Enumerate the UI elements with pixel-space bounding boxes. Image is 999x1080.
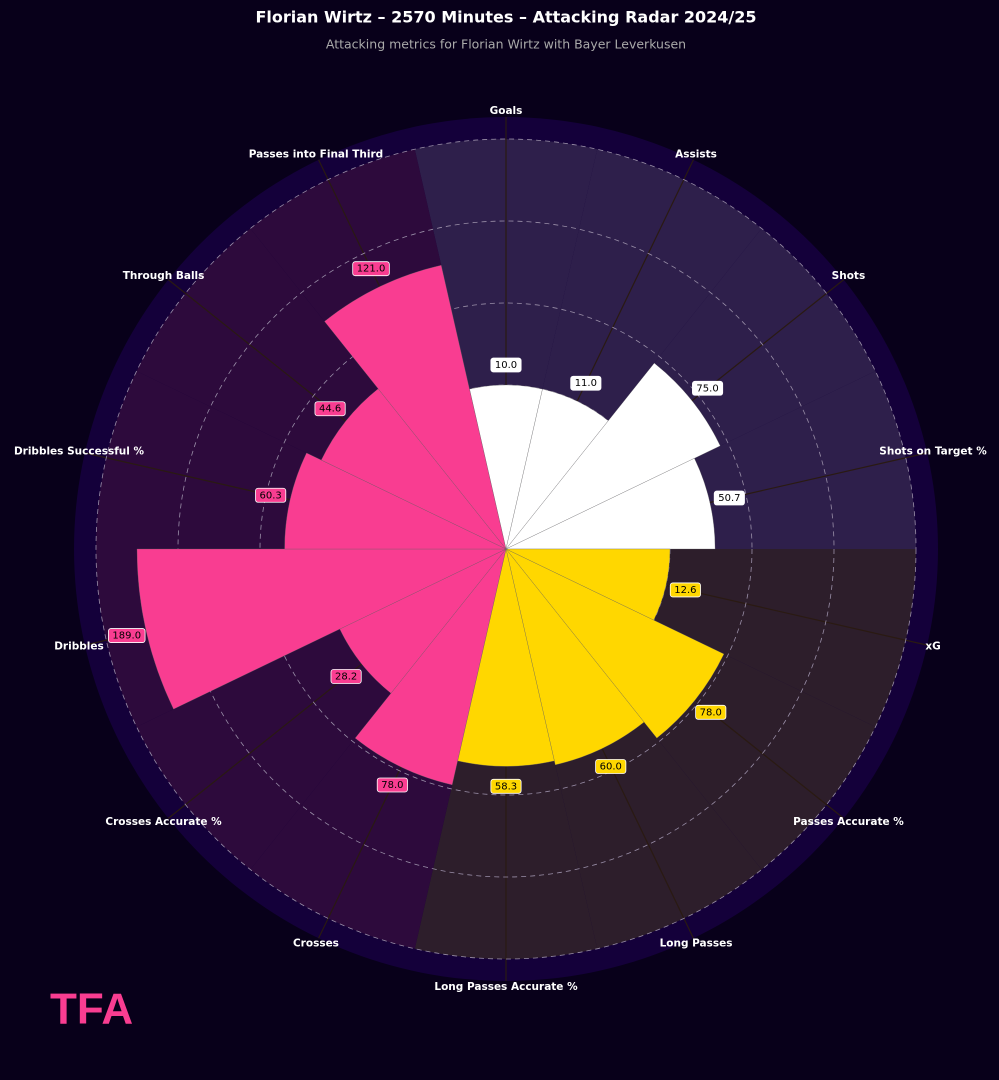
category-label: Assists xyxy=(675,148,717,160)
bar xyxy=(505,458,716,550)
value-label-box xyxy=(570,375,602,391)
value-label-box xyxy=(669,582,701,598)
bar xyxy=(505,548,725,739)
category-label: Long Passes Accurate % xyxy=(434,981,578,993)
value-label: 60.3 xyxy=(260,490,282,501)
value-label: 189.0 xyxy=(112,631,141,642)
grid-circle xyxy=(259,302,753,796)
value-label: 58.3 xyxy=(495,781,517,792)
value-label-box xyxy=(330,669,362,684)
category-label: Shots on Target % xyxy=(879,446,987,458)
category-label: Dribbles Successful % xyxy=(14,446,145,458)
value-label-box xyxy=(314,401,346,417)
category-label: Passes Accurate % xyxy=(793,816,904,828)
grid-circle xyxy=(95,138,917,960)
bar xyxy=(354,548,507,786)
value-label: 50.7 xyxy=(718,493,740,504)
chart-title: Florian Wirtz – 2570 Minutes – Attacking… xyxy=(255,8,756,27)
value-label-box xyxy=(352,261,390,277)
value-label: 11.0 xyxy=(575,378,597,389)
value-label-box xyxy=(490,357,522,373)
category-label: Long Passes xyxy=(660,938,733,950)
value-label: 10.0 xyxy=(495,360,517,371)
chart-subtitle: Attacking metrics for Florian Wirtz with… xyxy=(326,37,686,52)
category-label: Passes into Final Third xyxy=(249,148,384,160)
value-label: 78.0 xyxy=(700,707,722,718)
value-label: 12.6 xyxy=(674,585,696,596)
value-label: 75.0 xyxy=(696,383,718,394)
category-label: Crosses xyxy=(293,938,339,950)
value-label: 121.0 xyxy=(357,264,386,275)
category-label: xG xyxy=(925,640,940,652)
category-label: Crosses Accurate % xyxy=(105,816,222,828)
value-label-box xyxy=(376,777,408,793)
value-label-box xyxy=(490,778,522,794)
value-label: 44.6 xyxy=(319,404,341,415)
value-label: 78.0 xyxy=(381,780,403,791)
value-label-box xyxy=(713,490,745,506)
bar xyxy=(136,548,507,710)
logo: TFA xyxy=(50,985,133,1034)
value-label-box xyxy=(255,487,287,503)
value-label-box xyxy=(595,759,627,774)
bar xyxy=(505,548,645,766)
category-label: Goals xyxy=(490,105,523,117)
bar xyxy=(505,362,721,550)
category-label: Shots xyxy=(832,270,866,282)
bar xyxy=(284,452,507,550)
bar xyxy=(324,265,507,550)
category-label: Through Balls xyxy=(123,270,205,282)
value-label-box xyxy=(695,704,727,720)
value-label-box xyxy=(108,628,146,643)
value-label: 28.2 xyxy=(335,672,357,683)
value-label-box xyxy=(692,380,724,396)
category-label: Dribbles xyxy=(54,640,104,652)
value-label: 60.0 xyxy=(600,761,622,772)
